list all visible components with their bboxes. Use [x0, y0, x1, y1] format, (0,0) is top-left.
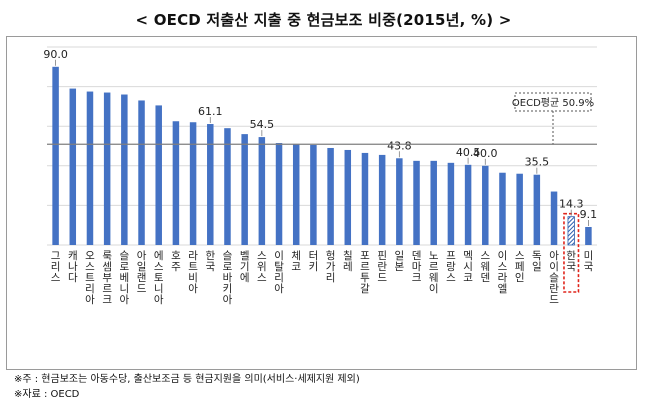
bar: [138, 100, 145, 246]
data-labels: 90.0 61.1 54.5 43.8 40.540.0 35.5 14.39.1: [43, 48, 597, 226]
bars: [52, 66, 592, 293]
data-label: 43.8: [387, 139, 412, 152]
bar: [189, 122, 197, 245]
bar: [207, 124, 214, 245]
data-label: 9.1: [580, 208, 598, 221]
average-label: OECD평균 50.9%: [512, 97, 594, 109]
gridlines: [47, 46, 597, 246]
bar: [241, 134, 248, 245]
bar: [447, 162, 455, 245]
bar: [275, 143, 283, 245]
data-label: 54.5: [250, 118, 275, 131]
bar: [52, 66, 59, 245]
bar: [482, 165, 489, 245]
data-label: 35.5: [525, 156, 550, 169]
data-label: 40.0: [473, 147, 498, 160]
chart-title: < OECD 저출산 지출 중 현금보조 비중(2015년, %) >: [135, 11, 512, 29]
bar: [310, 145, 317, 245]
oecd-average-annotation: OECD평균 50.9%: [47, 92, 597, 145]
bar: [585, 226, 592, 245]
bar: [69, 88, 77, 245]
bar: [292, 144, 300, 245]
bar: [155, 105, 162, 245]
bar: [258, 137, 266, 245]
note-source: ※자료 : OECD: [14, 389, 80, 400]
bar: [464, 164, 472, 245]
bar: [344, 149, 352, 245]
bar: [86, 91, 94, 245]
data-label: 61.1: [198, 105, 223, 118]
bar: [533, 174, 541, 245]
bar: [327, 147, 334, 245]
data-label: 14.3: [559, 198, 584, 211]
bar: [567, 216, 575, 246]
footnotes: ※주 : 현금보조는 아동수당, 출산보조금 등 현금지원을 의미(서비스·세제…: [14, 372, 360, 402]
bar-chart: 90.0 61.1 54.5 43.8 40.540.0 35.5 14.39.1 그 리 스 캐…: [43, 46, 597, 306]
category-labels: 그 리 스 캐 나 다 오 스 트 리 아 룩 셈 부 르 크 슬 로 베 니 아 아 일 랜 드 에 스 토 니 아 호 주 라 트 비 아 한 국 슬 로…: [51, 249, 594, 306]
bar: [378, 154, 386, 245]
bar: [396, 158, 403, 245]
bar: [121, 94, 128, 245]
data-label: 40.5: [456, 146, 481, 159]
bar: [516, 173, 523, 245]
bar: [430, 160, 437, 245]
bar: [413, 160, 420, 245]
bar: [103, 92, 111, 245]
bar: [172, 121, 180, 245]
bar: [361, 152, 369, 245]
bar: [499, 172, 506, 245]
bar: [550, 191, 558, 245]
note-definition: ※주 : 현금보조는 아동수당, 출산보조금 등 현금지원을 의미(서비스·세제…: [14, 374, 360, 385]
data-label: 90.0: [43, 48, 68, 61]
bar: [224, 128, 231, 245]
